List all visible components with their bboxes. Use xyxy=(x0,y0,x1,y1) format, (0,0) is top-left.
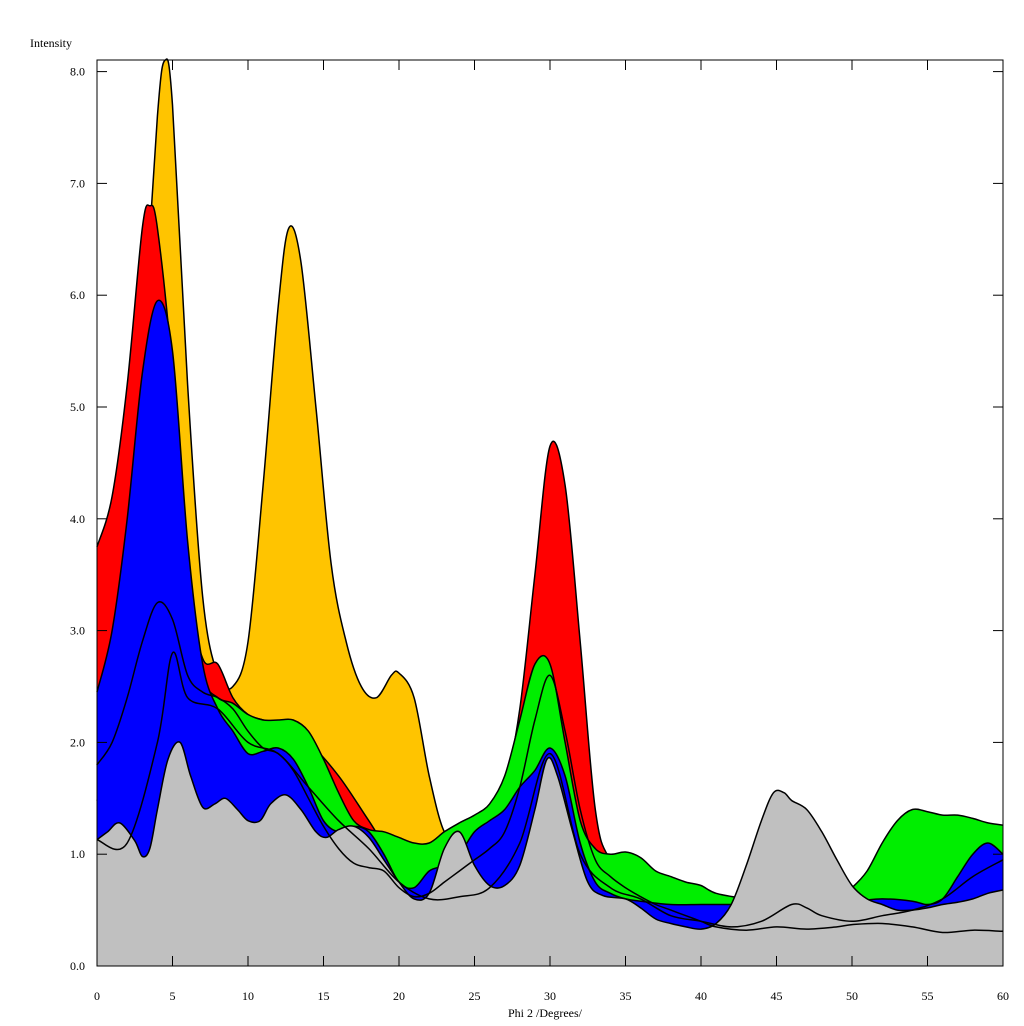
series-area-4 xyxy=(97,741,1003,966)
x-tick-label-4: 20 xyxy=(393,989,405,1003)
x-tick-label-1: 5 xyxy=(170,989,176,1003)
series-line-4 xyxy=(96,741,1004,930)
x-tick-label-9: 45 xyxy=(771,989,783,1003)
x-tick-label-12: 60 xyxy=(997,989,1009,1003)
y-tick-label-8: 8.0 xyxy=(70,65,85,79)
x-tick-label-5: 25 xyxy=(469,989,481,1003)
y-tick-label-6: 6.0 xyxy=(70,288,85,302)
x-tick-label-0: 0 xyxy=(94,989,100,1003)
y-tick-label-2: 2.0 xyxy=(70,735,85,749)
y-axis-label: Intensity xyxy=(30,36,72,50)
x-tick-label-2: 10 xyxy=(242,989,254,1003)
area-series-group xyxy=(96,58,1004,967)
y-tick-label-0: 0.0 xyxy=(70,959,85,973)
x-tick-label-10: 50 xyxy=(846,989,858,1003)
axis-ticks-group: 0 5 10 15 20 25 30 35 40 45 50 55 60 0.0 1.0 2.0 3.0 4.0 5… xyxy=(70,60,1009,1003)
series-area-2 xyxy=(97,306,1003,967)
outline-line-0 xyxy=(96,601,1004,934)
x-tick-label-8: 40 xyxy=(695,989,707,1003)
series-area-0 xyxy=(97,59,1003,967)
y-tick-label-4: 4.0 xyxy=(70,512,85,526)
y-tick-label-1: 1.0 xyxy=(70,847,85,861)
x-tick-label-3: 15 xyxy=(318,989,330,1003)
x-tick-label-11: 55 xyxy=(922,989,934,1003)
x-tick-label-7: 35 xyxy=(620,989,632,1003)
x-axis-label: Phi 2 /Degrees/ xyxy=(508,1006,583,1020)
y-tick-label-3: 3.0 xyxy=(70,624,85,638)
y-tick-label-5: 5.0 xyxy=(70,400,85,414)
outline-lines-group xyxy=(96,601,1004,934)
x-tick-label-6: 30 xyxy=(544,989,556,1003)
y-tick-label-7: 7.0 xyxy=(70,176,85,190)
outline-line-1 xyxy=(96,651,1004,928)
